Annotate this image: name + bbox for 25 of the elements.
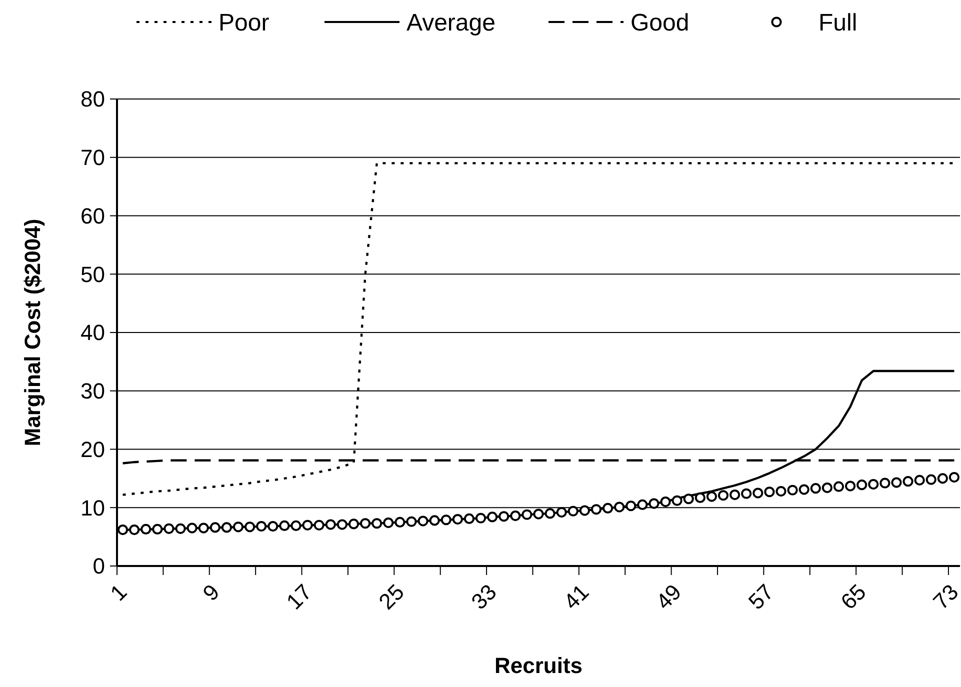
x-tick-label: 65	[836, 579, 871, 614]
legend-label: Poor	[218, 9, 270, 36]
y-tick-label: 30	[80, 378, 105, 404]
legend-label: Full	[818, 9, 858, 36]
y-tick-label: 80	[80, 86, 105, 112]
y-tick-label: 60	[80, 203, 105, 228]
x-tick-label: 49	[651, 579, 686, 614]
legend-label: Good	[630, 9, 690, 36]
x-tick-label: 41	[558, 579, 594, 614]
legend-label: Average	[406, 9, 496, 36]
y-tick-label: 0	[92, 554, 105, 579]
x-tick-label: 57	[743, 579, 778, 614]
x-tick-label: 9	[198, 579, 224, 606]
y-tick-label: 20	[80, 436, 105, 462]
x-axis-title: Recruits	[494, 653, 583, 678]
y-tick-label: 10	[80, 495, 105, 520]
x-tick-label: 73	[928, 579, 961, 614]
y-tick-label: 40	[80, 320, 105, 346]
x-tick-label: 33	[466, 579, 502, 614]
y-tick-label: 50	[80, 262, 105, 287]
y-axis-title: Marginal Cost ($2004)	[20, 218, 45, 446]
x-tick-label: 1	[105, 579, 132, 606]
x-tick-label: 17	[282, 579, 317, 614]
y-tick-label: 70	[80, 145, 105, 170]
x-tick-label: 25	[374, 579, 409, 614]
